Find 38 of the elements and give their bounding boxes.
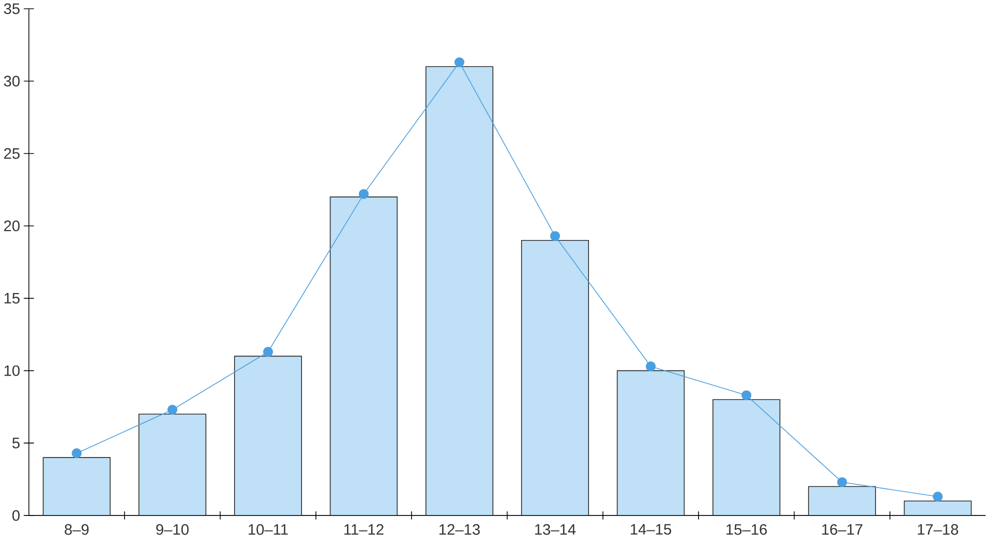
bar	[234, 356, 302, 516]
y-tick-label: 0	[12, 510, 20, 521]
y-tick-label: 20	[4, 220, 20, 232]
y-tick-label: 25	[4, 148, 20, 159]
x-tick-label: 15–16	[726, 524, 767, 535]
point	[167, 404, 178, 415]
bar	[616, 370, 685, 516]
point	[358, 188, 369, 199]
bar	[904, 500, 972, 516]
y-tick-label: 5	[12, 438, 20, 448]
x-tick-label: 12–13	[439, 524, 480, 535]
x-tick-label: 14–15	[630, 524, 672, 535]
bar	[330, 196, 398, 516]
point	[646, 361, 656, 372]
y-tick-label: 15	[4, 292, 20, 304]
point	[550, 230, 560, 241]
y-tick-label: 35	[4, 3, 20, 14]
bar	[521, 240, 589, 516]
point	[741, 390, 752, 400]
x-tick-label: 13–14	[535, 524, 576, 535]
x-tick-label: 16–17	[822, 524, 862, 535]
bar	[808, 486, 876, 516]
point	[263, 346, 274, 357]
point	[454, 57, 464, 68]
bar	[426, 66, 494, 516]
point	[72, 448, 82, 458]
y-tick-label: 30	[4, 76, 20, 86]
x-tick-label: 11–12	[344, 524, 384, 535]
bar	[138, 414, 206, 516]
bar	[42, 457, 111, 516]
bar	[712, 399, 780, 516]
point	[932, 492, 943, 502]
x-tick-label: 17–18	[918, 524, 958, 535]
x-tick-label: 8–9	[64, 524, 89, 535]
point	[837, 477, 848, 488]
x-tick-label: 9–10	[156, 524, 189, 535]
x-tick-label: 10–11	[248, 524, 288, 535]
y-tick-label: 10	[4, 365, 20, 376]
